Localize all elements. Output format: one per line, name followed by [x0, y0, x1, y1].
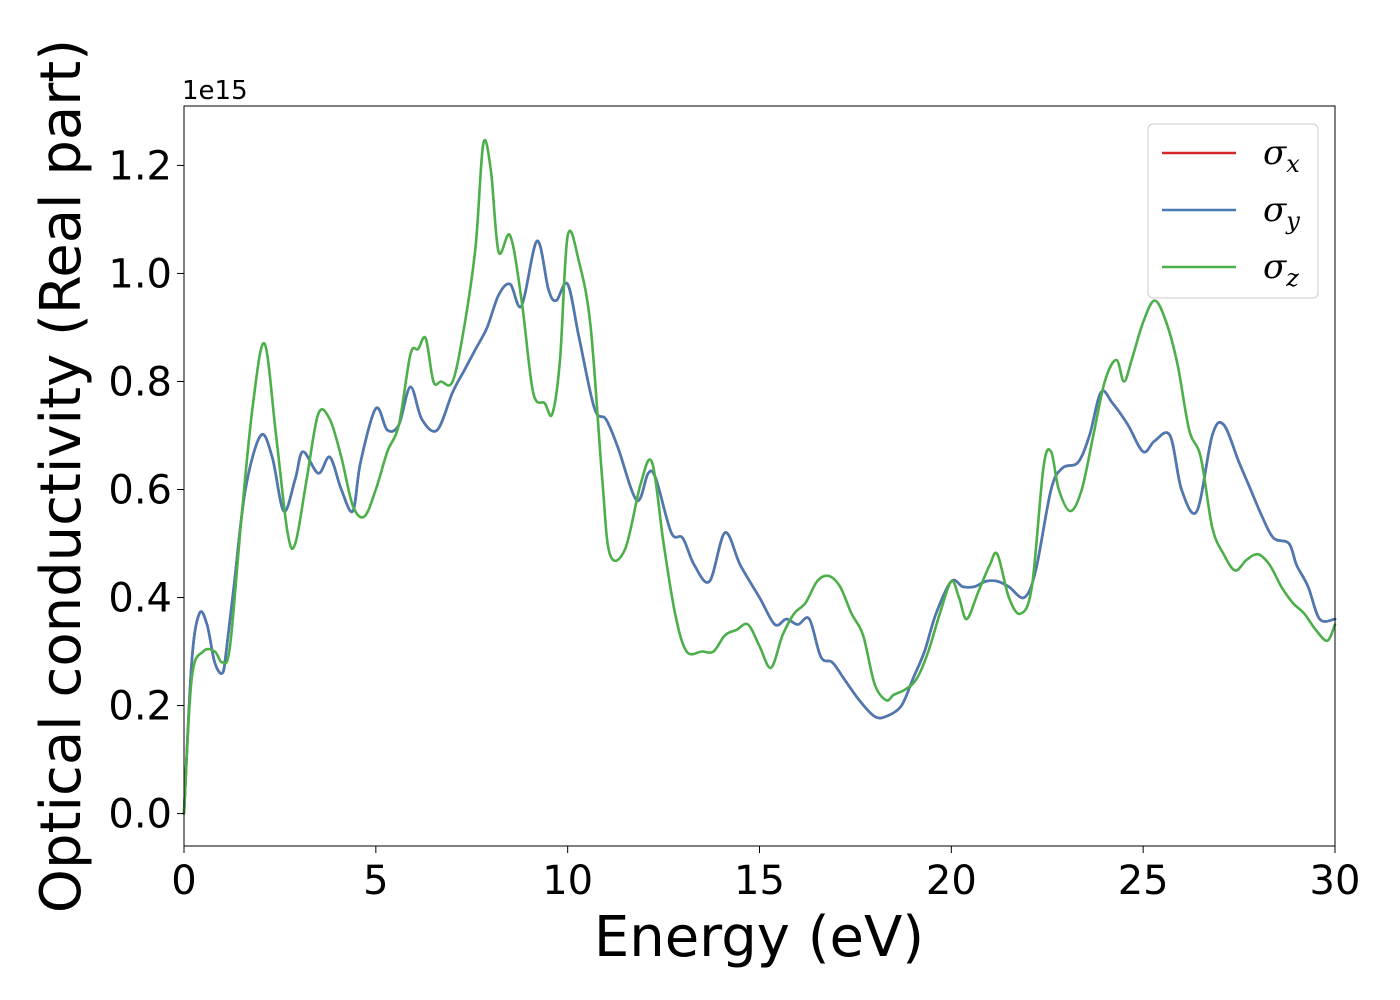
- legend-label-y: σy: [1263, 190, 1300, 235]
- y-axis-ticks: 0.0 0.2 0.4 0.6 0.8 1.0 1.2: [108, 143, 184, 838]
- x-tick-label: 5: [363, 858, 388, 904]
- y-tick-label: 1.2: [108, 143, 172, 189]
- legend-label-z: σz: [1263, 247, 1299, 292]
- x-axis-label: Energy (eV): [594, 905, 924, 970]
- legend-label-x: σx: [1263, 133, 1300, 178]
- y-axis-label: Optical conductivity (Real part): [29, 39, 94, 913]
- x-axis-ticks: 0 5 10 15 20 25 30: [171, 846, 1360, 904]
- y-tick-label: 0.8: [108, 359, 172, 405]
- x-tick-label: 0: [171, 858, 196, 904]
- series-layer: [182, 138, 1337, 815]
- y-tick-label: 0.6: [108, 468, 172, 514]
- x-tick-label: 20: [926, 858, 977, 904]
- y-tick-label: 0.0: [108, 792, 172, 838]
- y-tick-label: 0.4: [108, 576, 172, 622]
- series-line-z: [182, 138, 1337, 815]
- y-tick-label: 1.0: [108, 251, 172, 297]
- y-tick-label: 0.2: [108, 684, 172, 730]
- plot-background: [184, 106, 1335, 846]
- x-tick-label: 25: [1118, 858, 1169, 904]
- x-tick-label: 15: [734, 858, 785, 904]
- x-tick-label: 30: [1310, 858, 1361, 904]
- series-line-y: [182, 239, 1337, 815]
- x-tick-label: 10: [542, 858, 593, 904]
- legend: σx σy σz: [1147, 123, 1319, 299]
- y-offset-label: 1e15: [182, 76, 248, 106]
